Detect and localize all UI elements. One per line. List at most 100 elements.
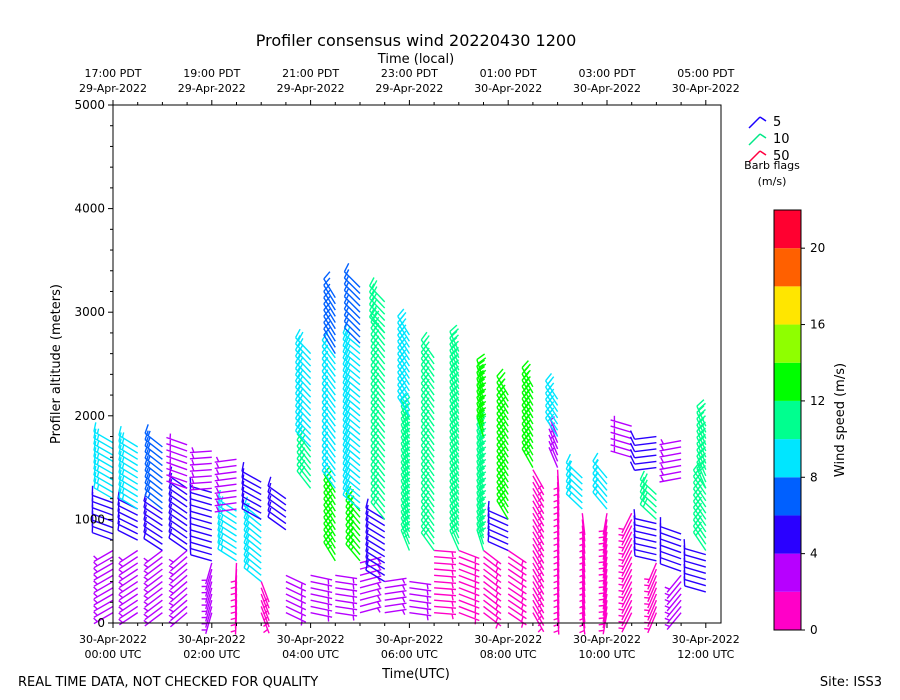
top-axis-label: Time (local)	[377, 52, 454, 67]
wind-barb	[592, 452, 608, 479]
colorbar-band	[774, 439, 801, 478]
colorbar-label: Wind speed (m/s)	[833, 363, 848, 477]
wind-barb	[285, 599, 307, 614]
barb-flag-half	[426, 614, 429, 621]
wind-barb	[487, 513, 509, 533]
wind-barb	[93, 422, 114, 444]
barb-flag-half	[579, 567, 585, 572]
wind-barb	[434, 605, 457, 614]
wind-barb	[310, 580, 333, 591]
wind-barb	[659, 523, 682, 541]
barb-flag-half	[327, 494, 333, 500]
barb-flag-half	[147, 467, 151, 474]
barb-flag-half	[579, 598, 585, 603]
quality-disclaimer: REAL TIME DATA, NOT CHECKED FOR QUALITY	[18, 675, 318, 690]
wind-barb	[458, 587, 480, 600]
wind-barb	[118, 587, 139, 601]
barb-flag-half	[93, 617, 98, 623]
wind-barb	[532, 475, 545, 496]
colorbar-tick-label: 20	[810, 241, 825, 255]
barb-flag-full	[118, 432, 122, 442]
wind-barb	[458, 605, 480, 619]
wind-barb	[659, 541, 682, 560]
wind-barb	[93, 447, 114, 469]
barb-flag-half	[537, 534, 543, 540]
wind-barb	[93, 556, 114, 569]
barb-flag-half	[537, 553, 543, 558]
barb-shaft	[487, 534, 509, 545]
chart-title: Profiler consensus wind 20220430 1200	[256, 31, 577, 50]
bottom-tick-sublabel: 10:00 UTC	[578, 648, 635, 661]
barb-flag-half	[191, 472, 195, 478]
barb-flag-full	[547, 382, 555, 391]
wind-barb	[659, 529, 682, 547]
barb-flag-half	[230, 586, 236, 590]
barb-shaft	[487, 516, 509, 527]
barb-flag-half	[598, 611, 604, 613]
barb-shaft	[365, 538, 386, 552]
wind-barb	[618, 519, 633, 540]
barb-flag-half	[168, 565, 174, 569]
barb-shaft	[117, 511, 139, 523]
barb-flag-half	[598, 586, 604, 589]
barb-flag-half	[644, 584, 650, 587]
barb-flag-half	[147, 436, 151, 443]
barb-shaft	[190, 523, 212, 531]
wind-barb	[285, 580, 307, 595]
barb-flag-half	[143, 588, 149, 593]
wind-barb	[644, 581, 658, 603]
wind-barb	[118, 438, 139, 460]
barb-flag-half	[598, 548, 604, 551]
barb-flag-half	[579, 573, 585, 578]
wind-barb	[335, 574, 358, 584]
wind-barb	[310, 611, 333, 622]
barb-flag-half	[121, 444, 125, 451]
barb-flag-half	[500, 422, 506, 428]
barb-flag-full	[93, 465, 97, 476]
wind-barb	[434, 593, 457, 601]
barb-flag-full	[365, 517, 369, 527]
wind-barb	[532, 531, 545, 552]
barb-flag-half	[553, 605, 559, 609]
barb-flag-half	[401, 597, 406, 603]
wind-barb	[384, 596, 407, 603]
barb-flag-half	[220, 527, 224, 533]
barb-flag-half	[220, 514, 224, 521]
wind-barb	[143, 549, 163, 565]
barb-flag-half	[537, 627, 543, 633]
barb-flag-half	[263, 616, 269, 621]
wind-barb	[449, 330, 460, 359]
barb-shaft	[323, 303, 336, 323]
wind-barb	[659, 470, 682, 477]
barb-flag-full	[217, 521, 221, 531]
wind-barb	[618, 531, 633, 552]
barb-flag-half	[644, 609, 650, 612]
wind-barb	[143, 581, 163, 596]
wind-barb	[458, 574, 480, 588]
barb-flag-half	[143, 601, 149, 606]
barb-flag-half	[553, 567, 559, 571]
wind-barb	[93, 440, 114, 462]
barb-shaft	[365, 532, 386, 545]
wind-barb	[507, 562, 527, 579]
wind-barb	[214, 469, 237, 476]
wind-barb	[659, 535, 682, 554]
barb-flag-half	[579, 561, 585, 565]
wind-barb	[532, 519, 545, 540]
barb-flag-full	[118, 450, 122, 461]
barb-shaft	[119, 562, 139, 576]
barb-shaft	[365, 507, 386, 520]
barb-flag-full	[323, 302, 331, 311]
wind-barb	[458, 562, 480, 575]
barb-flag-half	[451, 557, 454, 564]
barb-shaft	[684, 547, 706, 556]
barb-flag-full	[323, 320, 331, 330]
wind-barb	[118, 475, 139, 498]
barb-flag-full	[498, 371, 506, 381]
wind-barb	[532, 550, 545, 571]
barb-flag-half	[660, 438, 665, 445]
barb-shaft	[660, 525, 682, 535]
barb-shaft	[217, 542, 237, 556]
bottom-tick-label: 30-Apr-2022	[277, 633, 345, 646]
barb-shaft	[267, 497, 287, 512]
